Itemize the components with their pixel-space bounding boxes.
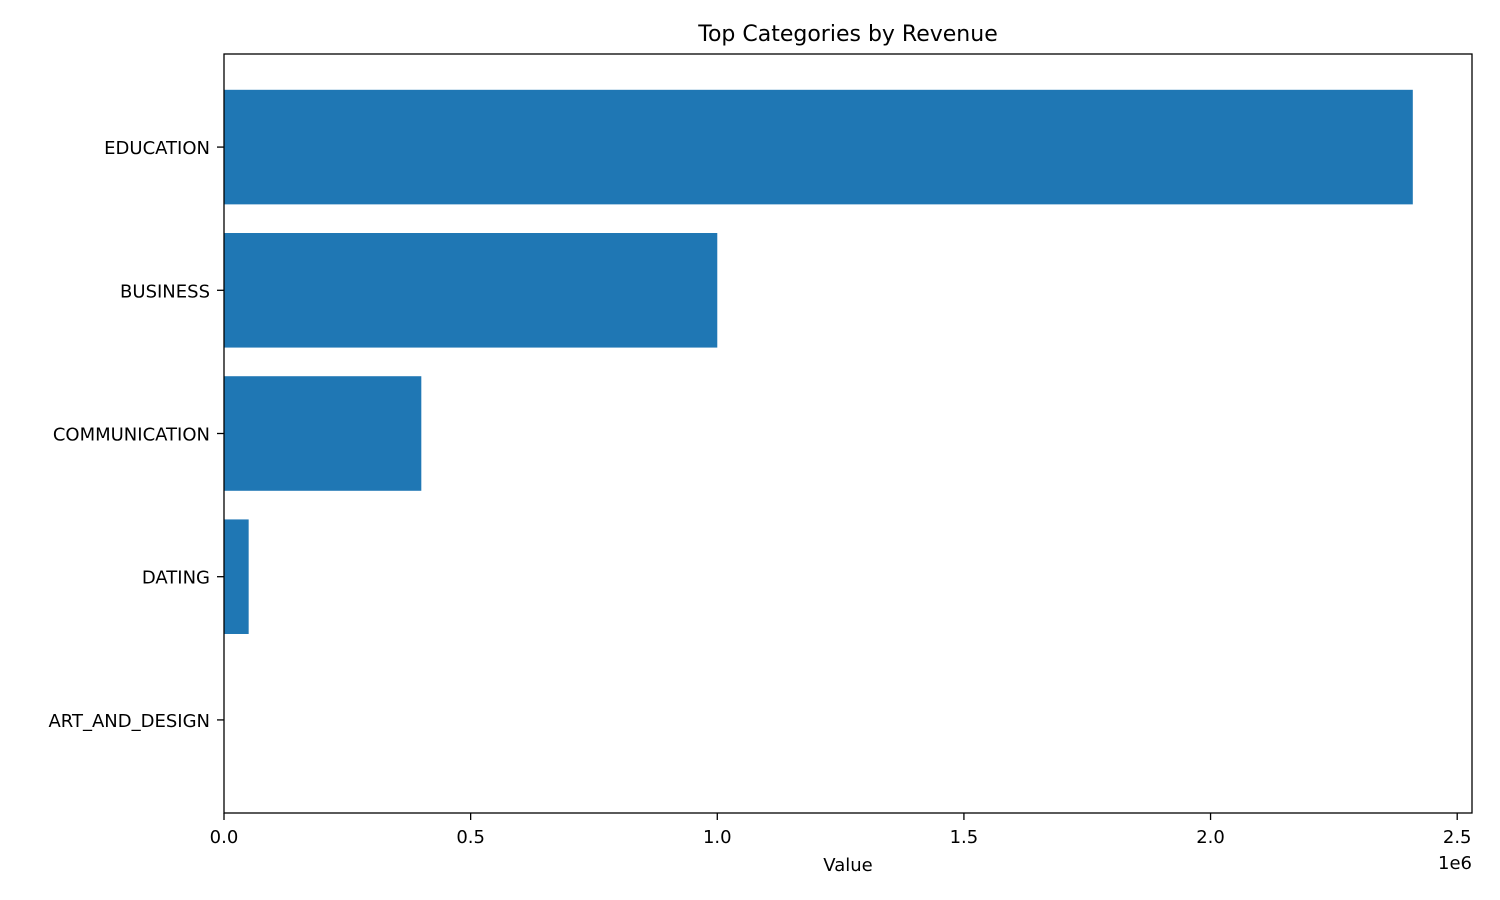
x-tick-label: 1.0 xyxy=(703,827,732,848)
bar-dating xyxy=(224,519,249,634)
x-tick-label: 1.5 xyxy=(950,827,979,848)
x-tick-label: 0.5 xyxy=(456,827,485,848)
chart-title: Top Categories by Revenue xyxy=(697,22,997,47)
y-tick-label: DATING xyxy=(142,568,210,589)
y-tick-label: BUSINESS xyxy=(120,281,210,302)
bar-communication xyxy=(224,376,422,491)
x-axis: 0.0 0.5 1.0 1.5 2.0 2.5 xyxy=(210,813,1472,848)
y-tick-label: EDUCATION xyxy=(104,138,210,159)
x-tick-label: 2.0 xyxy=(1196,827,1225,848)
y-tick-label: ART_AND_DESIGN xyxy=(48,711,210,732)
bars-group xyxy=(224,89,1413,634)
bar-business xyxy=(224,233,718,348)
x-axis-label: Value xyxy=(823,855,872,876)
x-tick-label: 2.5 xyxy=(1443,827,1472,848)
y-axis: EDUCATION BUSINESS COMMUNICATION DATING ART_… xyxy=(48,138,224,732)
x-tick-label: 0.0 xyxy=(210,827,239,848)
x-axis-offset-label: 1e6 xyxy=(1438,853,1472,874)
y-tick-label: COMMUNICATION xyxy=(53,425,210,446)
bar-education xyxy=(224,89,1413,205)
